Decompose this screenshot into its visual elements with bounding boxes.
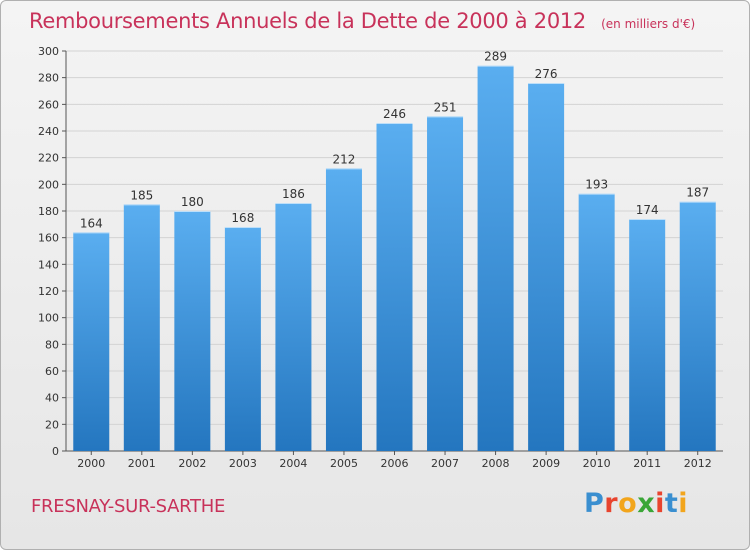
bar-value-label: 276 (535, 67, 558, 81)
y-tick-label: 20 (45, 418, 59, 431)
y-tick-label: 80 (45, 338, 59, 351)
title-row: Remboursements Annuels de la Dette de 20… (29, 9, 695, 33)
x-tick-label: 2002 (178, 457, 206, 470)
x-tick-label: 2000 (77, 457, 105, 470)
logo-letter: P (584, 488, 605, 519)
x-tick-label: 2005 (330, 457, 358, 470)
x-tick-label: 2011 (633, 457, 661, 470)
y-tick-label: 60 (45, 365, 59, 378)
y-tick-label: 300 (38, 45, 59, 58)
y-tick-label: 40 (45, 392, 59, 405)
bar (376, 123, 413, 451)
bar-value-label: 246 (383, 107, 406, 121)
logo-letter: i (678, 488, 689, 519)
bar-value-label: 168 (231, 211, 254, 225)
logo-letter: x (637, 488, 656, 519)
y-tick-label: 160 (38, 232, 59, 245)
bar (477, 65, 514, 452)
logo-letter: t (664, 488, 679, 519)
x-tick-label: 2007 (431, 457, 459, 470)
bar-value-label: 185 (130, 188, 153, 202)
y-tick-label: 200 (38, 178, 59, 191)
bar (174, 211, 211, 451)
bar (275, 203, 312, 451)
bar-value-label: 174 (636, 203, 659, 217)
bars (73, 65, 716, 452)
y-tick-label: 120 (38, 285, 59, 298)
logo-letter: r (604, 488, 619, 519)
bar-value-label: 193 (585, 178, 608, 192)
x-tick-label: 2003 (229, 457, 257, 470)
bar (325, 168, 362, 452)
bar (629, 219, 666, 451)
y-tick-label: 140 (38, 258, 59, 271)
x-tick-label: 2012 (684, 457, 712, 470)
bar (224, 227, 261, 451)
x-tick-label: 2006 (381, 457, 409, 470)
x-tick-label: 2008 (482, 457, 510, 470)
bar (123, 204, 160, 451)
x-tick-label: 2001 (128, 457, 156, 470)
bar-value-label: 164 (80, 216, 103, 230)
y-tick-label: 0 (52, 445, 59, 458)
bar-value-label: 289 (484, 50, 507, 64)
logo-letter: o (618, 488, 638, 519)
y-tick-label: 260 (38, 98, 59, 111)
bar (679, 201, 716, 451)
bar-value-label: 251 (434, 100, 457, 114)
bar (528, 83, 565, 451)
y-tick-label: 220 (38, 152, 59, 165)
x-tick-label: 2010 (583, 457, 611, 470)
y-tick-label: 100 (38, 312, 59, 325)
y-tick-label: 280 (38, 72, 59, 85)
bar-value-label: 180 (181, 195, 204, 209)
labels: 164 2000 185 2001 180 2002 168 2003 186 2004 212 20… (77, 50, 711, 470)
city-name: FRESNAY-SUR-SARTHE (31, 496, 226, 517)
bar (578, 193, 615, 451)
x-tick-label: 2004 (279, 457, 307, 470)
x-tick-label: 2009 (532, 457, 560, 470)
bar-value-label: 212 (333, 152, 356, 166)
y-tick-label: 180 (38, 205, 59, 218)
y-tick-label: 240 (38, 125, 59, 138)
chart-subtitle: (en milliers d'€) (601, 17, 696, 31)
bar (73, 232, 110, 451)
proxiti-logo: Proxiti (584, 488, 688, 519)
logo-letter: i (655, 488, 665, 519)
bar (427, 116, 464, 451)
chart-title: Remboursements Annuels de la Dette de 20… (29, 9, 586, 33)
bar-value-label: 187 (686, 186, 709, 200)
bar-value-label: 186 (282, 187, 305, 201)
